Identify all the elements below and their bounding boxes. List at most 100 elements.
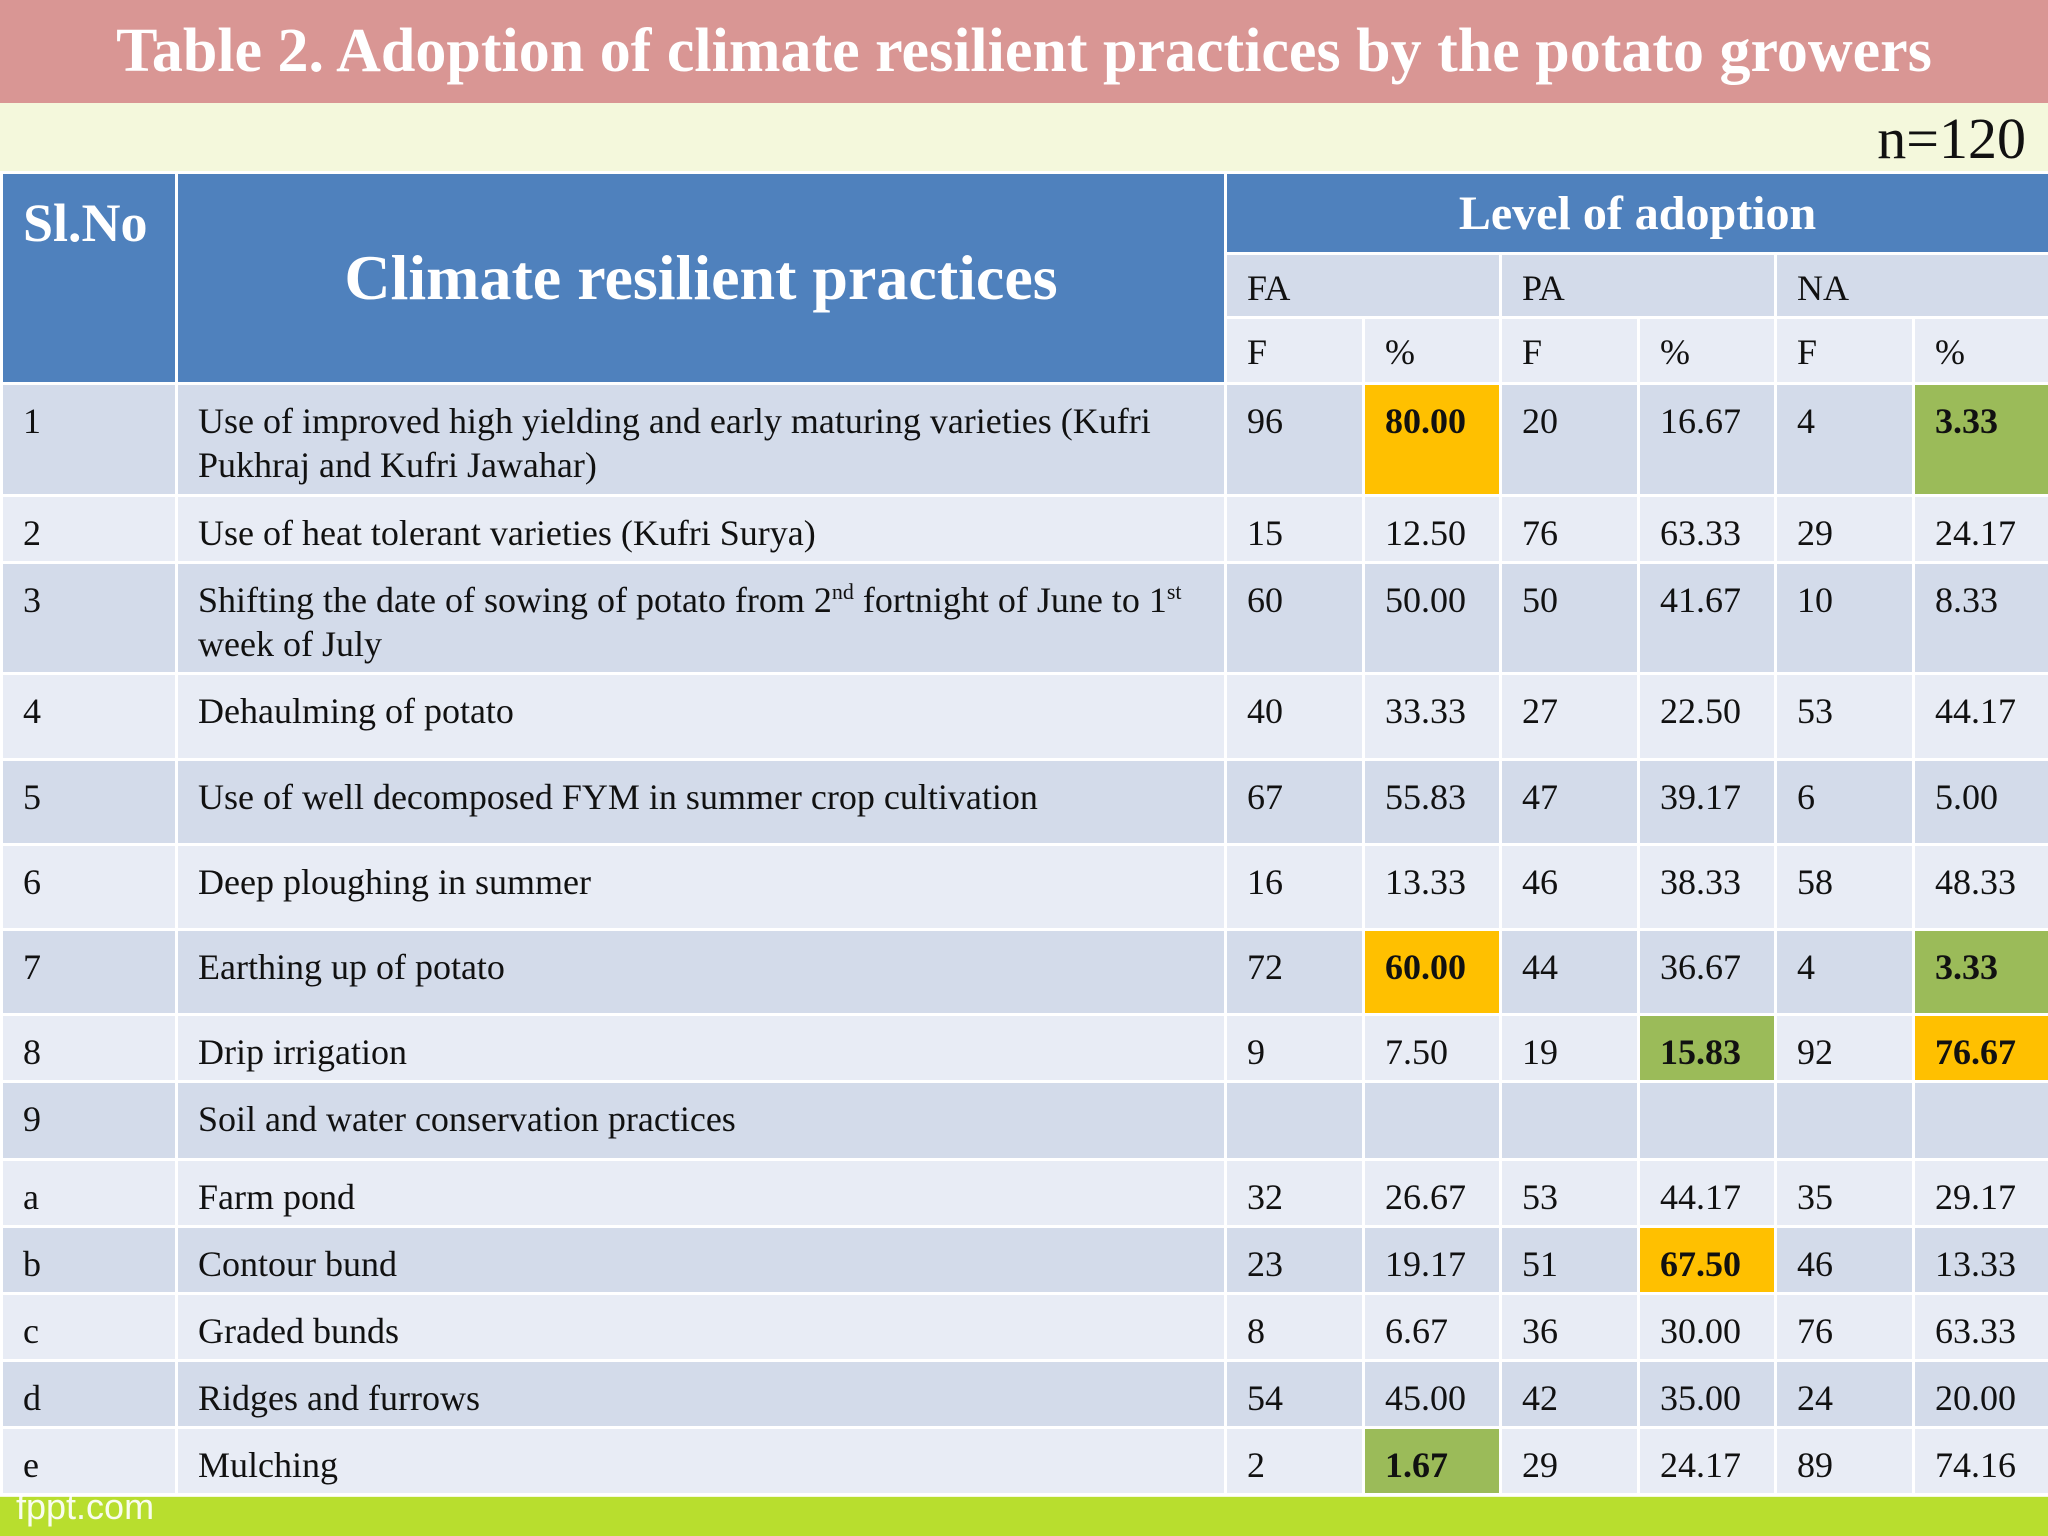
cell-pa-percent	[1637, 1080, 1777, 1161]
cell-na-percent: 74.16	[1911, 1426, 2048, 1496]
header-slno: Sl.No	[0, 171, 178, 385]
cell-fa-f: 9	[1224, 1013, 1365, 1083]
cell-pa-percent: 38.33	[1637, 843, 1777, 931]
cell-fa-f: 60	[1224, 561, 1365, 675]
cell-practice: Ridges and furrows	[175, 1359, 1227, 1429]
table-row: a Farm pond 32 26.67 53 44.17 35 29.17	[0, 1158, 2048, 1228]
cell-practice: Earthing up of potato	[175, 928, 1227, 1016]
header-sub-percent: %	[1362, 316, 1502, 385]
cell-pa-percent: 36.67	[1637, 928, 1777, 1016]
practice-text: week of July	[198, 624, 382, 664]
cell-na-f	[1774, 1080, 1915, 1161]
cell-pa-f: 53	[1499, 1158, 1640, 1228]
header-level-of-adoption: Level of adoption	[1223, 171, 2048, 255]
cell-na-percent: 48.33	[1911, 843, 2048, 931]
cell-practice: Mulching	[175, 1426, 1227, 1496]
cell-slno: b	[0, 1225, 178, 1295]
header-sub-percent: %	[1637, 316, 1777, 385]
cell-pa-f: 27	[1499, 672, 1640, 761]
cell-fa-percent: 55.83	[1362, 758, 1502, 846]
table-body: 1 Use of improved high yielding and early…	[0, 382, 2048, 1496]
cell-fa-percent: 26.67	[1362, 1158, 1502, 1228]
cell-na-percent	[1911, 1080, 2048, 1161]
cell-na-f: 53	[1774, 672, 1915, 761]
header-sub-f: F	[1499, 316, 1640, 385]
table-row: 2 Use of heat tolerant varieties (Kufri S…	[0, 494, 2048, 564]
cell-pa-f: 44	[1499, 928, 1640, 1016]
cell-fa-f: 32	[1224, 1158, 1365, 1228]
cell-fa-f	[1224, 1080, 1365, 1161]
cell-fa-percent: 1.67	[1362, 1426, 1502, 1496]
cell-practice: Drip irrigation	[175, 1013, 1227, 1083]
cell-pa-f: 42	[1499, 1359, 1640, 1429]
cell-na-percent: 13.33	[1911, 1225, 2048, 1295]
practice-text: fortnight of June to 1	[853, 580, 1167, 620]
cell-slno: d	[0, 1359, 178, 1429]
cell-na-f: 58	[1774, 843, 1915, 931]
cell-na-percent: 8.33	[1911, 561, 2048, 675]
cell-na-f: 10	[1774, 561, 1915, 675]
cell-fa-f: 2	[1224, 1426, 1365, 1496]
cell-practice: Use of well decomposed FYM in summer cro…	[175, 758, 1227, 846]
table-row: 5 Use of well decomposed FYM in summer cr…	[0, 758, 2048, 846]
cell-slno: 7	[0, 928, 178, 1016]
cell-fa-f: 54	[1224, 1359, 1365, 1429]
cell-pa-f: 76	[1499, 494, 1640, 564]
cell-fa-f: 23	[1224, 1225, 1365, 1295]
cell-pa-percent: 39.17	[1637, 758, 1777, 846]
practice-text: Shifting the date of sowing of potato fr…	[198, 580, 832, 620]
cell-na-f: 46	[1774, 1225, 1915, 1295]
bottom-accent-bar	[0, 1497, 2048, 1536]
cell-slno: a	[0, 1158, 178, 1228]
slide-title: Table 2. Adoption of climate resilient p…	[0, 0, 2048, 103]
cell-pa-f: 19	[1499, 1013, 1640, 1083]
cell-pa-f: 47	[1499, 758, 1640, 846]
cell-na-f: 76	[1774, 1292, 1915, 1362]
cell-pa-percent: 67.50	[1637, 1225, 1777, 1295]
cell-na-f: 92	[1774, 1013, 1915, 1083]
cell-na-percent: 3.33	[1911, 928, 2048, 1016]
cell-fa-percent: 45.00	[1362, 1359, 1502, 1429]
fppt-logo: fppt.com	[16, 1486, 155, 1527]
cell-slno: 6	[0, 843, 178, 931]
ordinal-suffix: st	[1166, 579, 1182, 604]
header-sub-f: F	[1774, 316, 1915, 385]
table-row: e Mulching 2 1.67 29 24.17 89 74.16	[0, 1426, 2048, 1496]
cell-practice: Graded bunds	[175, 1292, 1227, 1362]
cell-na-percent: 76.67	[1911, 1013, 2048, 1083]
header-group-pa: PA	[1499, 252, 1777, 319]
cell-slno: 3	[0, 561, 178, 675]
cell-na-percent: 63.33	[1911, 1292, 2048, 1362]
cell-na-f: 89	[1774, 1426, 1915, 1496]
cell-practice: Farm pond	[175, 1158, 1227, 1228]
cell-fa-f: 96	[1224, 382, 1365, 497]
cell-slno: 2	[0, 494, 178, 564]
cell-fa-percent: 19.17	[1362, 1225, 1502, 1295]
sample-size-label: n=120	[1877, 106, 2026, 171]
cell-slno: e	[0, 1426, 178, 1496]
cell-pa-percent: 22.50	[1637, 672, 1777, 761]
adoption-table: Sl.No Climate resilient practices Level …	[0, 171, 2048, 1496]
cell-pa-f: 20	[1499, 382, 1640, 497]
table-row: 9 Soil and water conservation practices	[0, 1080, 2048, 1161]
cell-na-f: 4	[1774, 928, 1915, 1016]
cell-fa-percent: 60.00	[1362, 928, 1502, 1016]
cell-pa-percent: 41.67	[1637, 561, 1777, 675]
cell-pa-percent: 44.17	[1637, 1158, 1777, 1228]
cell-pa-f: 36	[1499, 1292, 1640, 1362]
cell-fa-f: 72	[1224, 928, 1365, 1016]
table-row: 1 Use of improved high yielding and early…	[0, 382, 2048, 497]
cell-fa-f: 40	[1224, 672, 1365, 761]
table-row: c Graded bunds 8 6.67 36 30.00 76 63.33	[0, 1292, 2048, 1362]
cell-slno: 9	[0, 1080, 178, 1161]
cell-pa-f: 50	[1499, 561, 1640, 675]
cell-slno: 5	[0, 758, 178, 846]
cell-na-f: 35	[1774, 1158, 1915, 1228]
cell-pa-f: 46	[1499, 843, 1640, 931]
cell-practice: Use of improved high yielding and early …	[175, 382, 1227, 497]
cell-pa-percent: 30.00	[1637, 1292, 1777, 1362]
cell-fa-percent: 33.33	[1362, 672, 1502, 761]
cell-na-percent: 29.17	[1911, 1158, 2048, 1228]
ordinal-suffix: nd	[831, 579, 854, 604]
table-row: 3 Shifting the date of sowing of potato f…	[0, 561, 2048, 675]
